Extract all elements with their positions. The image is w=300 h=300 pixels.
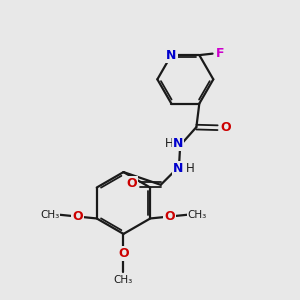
Text: H: H: [165, 137, 173, 150]
Text: O: O: [118, 247, 129, 260]
Text: O: O: [220, 121, 231, 134]
Text: N: N: [166, 49, 176, 62]
Text: O: O: [164, 210, 175, 223]
Text: N: N: [173, 161, 184, 175]
Text: CH₃: CH₃: [188, 210, 207, 220]
Text: F: F: [216, 47, 224, 60]
Text: O: O: [72, 210, 83, 223]
Text: N: N: [172, 137, 183, 150]
Text: O: O: [127, 177, 137, 190]
Text: CH₃: CH₃: [40, 210, 59, 220]
Text: CH₃: CH₃: [114, 275, 133, 285]
Text: H: H: [186, 161, 195, 175]
